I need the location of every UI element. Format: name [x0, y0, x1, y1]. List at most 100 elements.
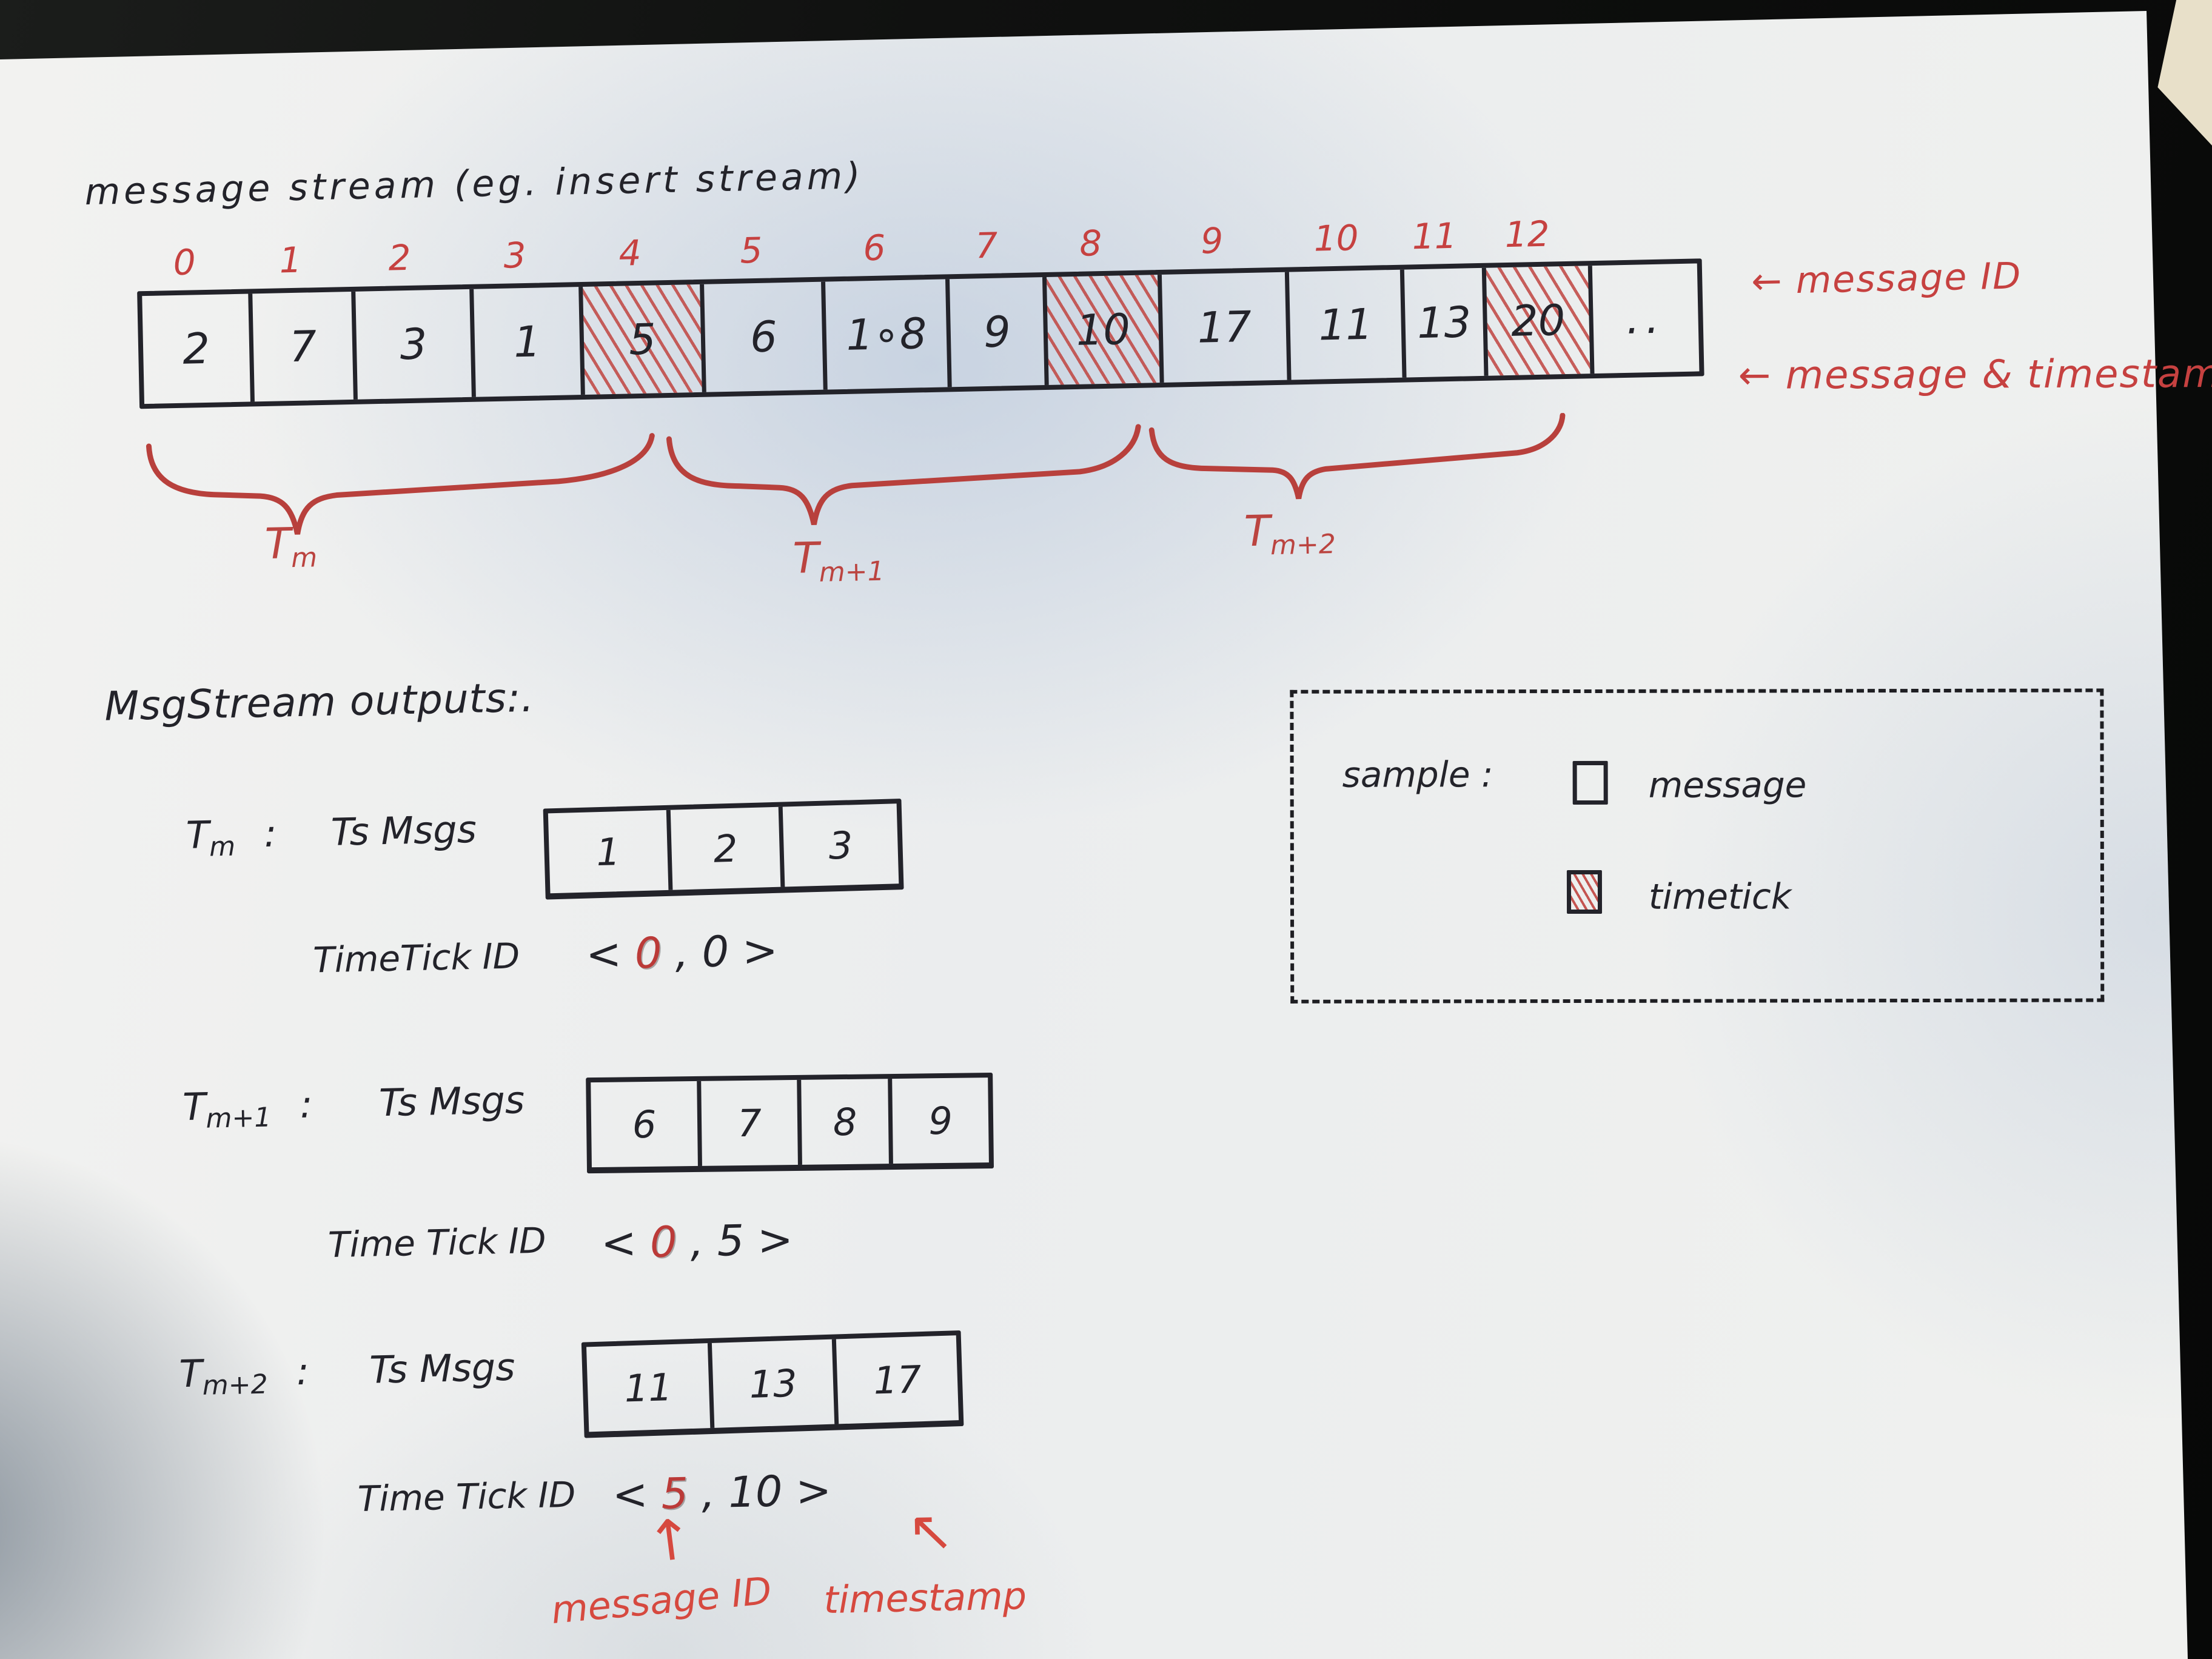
stream-index-0: 0 — [172, 241, 196, 284]
output-cell: 6 — [632, 1102, 657, 1147]
stream-index-12: 12 — [1504, 213, 1550, 256]
ts-msgs-label: Ts Msgs — [378, 1078, 525, 1125]
colon: : — [296, 1349, 310, 1394]
brace-label-sub: m+2 — [1270, 529, 1336, 561]
timetick-label-tm2: Time Tick ID — [357, 1473, 576, 1520]
outputs-heading: MsgStream outputs:. — [104, 674, 535, 730]
colon: : — [299, 1082, 313, 1127]
stream-index-1: 1 — [278, 239, 303, 281]
brace-label-main: T — [792, 532, 820, 583]
brace-label-tm: Tm — [264, 518, 318, 574]
angle-close: > — [757, 1215, 794, 1265]
output-cell: 11 — [623, 1364, 673, 1410]
t-sub: m+1 — [206, 1102, 272, 1134]
diagram-content: message stream (eg. insert stream) 0 1 2… — [0, 12, 2212, 1659]
stream-cell: 9 — [945, 277, 1045, 387]
output-cell: 2 — [666, 806, 781, 890]
output-row-label-tm1: Tm+1 : Ts Msgs — [183, 1078, 526, 1134]
timetick-label-tm1: Time Tick ID — [327, 1219, 547, 1266]
timestamp-caption: timestamp — [823, 1574, 1027, 1623]
output-cell: 13 — [707, 1339, 835, 1429]
tick-first: 0 — [634, 928, 663, 979]
timetick-square-icon — [1566, 870, 1603, 914]
brace-label-sub: m+1 — [819, 555, 885, 588]
stream-cell-timetick: 5 — [578, 284, 702, 395]
brace-tm — [146, 433, 655, 535]
timetick-value-tm1: < 0 , 5 > — [600, 1215, 793, 1269]
up-arrow-icon: ↑ — [643, 1505, 697, 1576]
stream-cell: 13 — [1399, 267, 1484, 378]
stream-index-4: 4 — [618, 232, 642, 274]
output-row-label-tm2: Tm+2 : Ts Msgs — [179, 1345, 516, 1402]
output-cell: 9 — [888, 1078, 989, 1164]
stream-index-9: 9 — [1200, 220, 1224, 262]
angle-open: < — [585, 928, 622, 980]
comma: , — [689, 1216, 705, 1267]
output-cell: 7 — [697, 1079, 798, 1166]
stream-cell-timetick: 10 — [1042, 275, 1160, 386]
stream-index-10: 10 — [1313, 217, 1359, 260]
brace-label-main: T — [1243, 506, 1271, 557]
colon: : — [263, 811, 278, 856]
up-left-arrow-icon: ↖ — [907, 1498, 955, 1564]
stream-cell: 11 — [1284, 269, 1403, 380]
brace-label-main: T — [264, 518, 292, 569]
timetick-value-tm: < 0 , 0 > — [585, 925, 778, 979]
stream-index-6: 6 — [862, 227, 886, 269]
output-row-label-tm: Tm : Ts Msgs — [186, 807, 477, 863]
ts-msgs-label: Ts Msgs — [369, 1344, 516, 1392]
stream-index-11: 11 — [1411, 215, 1458, 258]
stream-cell: 17 — [1157, 272, 1287, 383]
t-main: T — [186, 813, 210, 857]
sample-legend-box: sample : message timetick — [1290, 688, 2105, 1004]
tick-second: 5 — [716, 1215, 745, 1266]
segment-braces — [146, 412, 1566, 535]
message-timestamp-arrow-label: ← message & timestamp — [1738, 351, 2212, 398]
t-main: T — [178, 1351, 203, 1396]
comma: , — [701, 1467, 716, 1518]
legend-item-message: message — [1648, 764, 1807, 806]
stream-cell: 2 — [182, 323, 210, 374]
stream-index-7: 7 — [974, 224, 999, 267]
stream-cell: 3 — [351, 289, 472, 400]
stream-index-5: 5 — [739, 229, 763, 272]
tick-first: 0 — [649, 1217, 678, 1267]
stream-index-2: 2 — [387, 236, 412, 279]
brace-label-sub: m — [290, 542, 318, 574]
legend-title: sample : — [1342, 754, 1493, 796]
output-cell: 3 — [778, 803, 899, 887]
output-box-tm: 1 2 3 — [543, 799, 904, 900]
t-main: T — [182, 1084, 206, 1130]
t-sub: m+2 — [202, 1369, 269, 1401]
brace-tm1 — [666, 424, 1141, 525]
output-cell: 17 — [831, 1335, 959, 1424]
ts-msgs-label: Ts Msgs — [330, 806, 477, 854]
message-square-icon — [1572, 760, 1608, 805]
brace-label-tm2: Tm+2 — [1244, 504, 1336, 561]
message-stream-row: 2 7 3 1 5 6 1∘8 9 10 17 11 13 20 .. — [137, 258, 1704, 409]
stream-cell-timetick: 20 — [1481, 266, 1590, 376]
angle-open: < — [600, 1218, 637, 1269]
brace-tm2 — [1148, 412, 1566, 500]
comma: , — [674, 927, 689, 977]
brace-label-tm1: Tm+1 — [793, 532, 885, 589]
stream-cell: 6 — [700, 281, 823, 392]
t-sub: m — [209, 831, 236, 863]
stream-index-3: 3 — [503, 234, 527, 276]
stream-cell: 7 — [248, 291, 354, 402]
angle-close: > — [795, 1465, 832, 1517]
tick-second: 0 — [701, 927, 730, 977]
stream-cell-ellipsis: .. — [1587, 263, 1700, 374]
output-box-tm1: 6 7 8 9 — [586, 1073, 994, 1174]
page-title: message stream (eg. insert stream) — [84, 155, 865, 214]
output-box-tm2: 11 13 17 — [581, 1330, 964, 1438]
message-id-arrow-label: ← message ID — [1751, 255, 2022, 303]
timetick-label-tm: TimeTick ID — [312, 935, 520, 981]
tick-second: 10 — [728, 1466, 783, 1518]
output-cell: 8 — [797, 1079, 889, 1165]
stream-index-8: 8 — [1079, 223, 1102, 264]
angle-close: > — [742, 925, 779, 976]
stream-cell: 1∘8 — [821, 279, 948, 390]
message-id-caption: message ID — [549, 1568, 774, 1633]
